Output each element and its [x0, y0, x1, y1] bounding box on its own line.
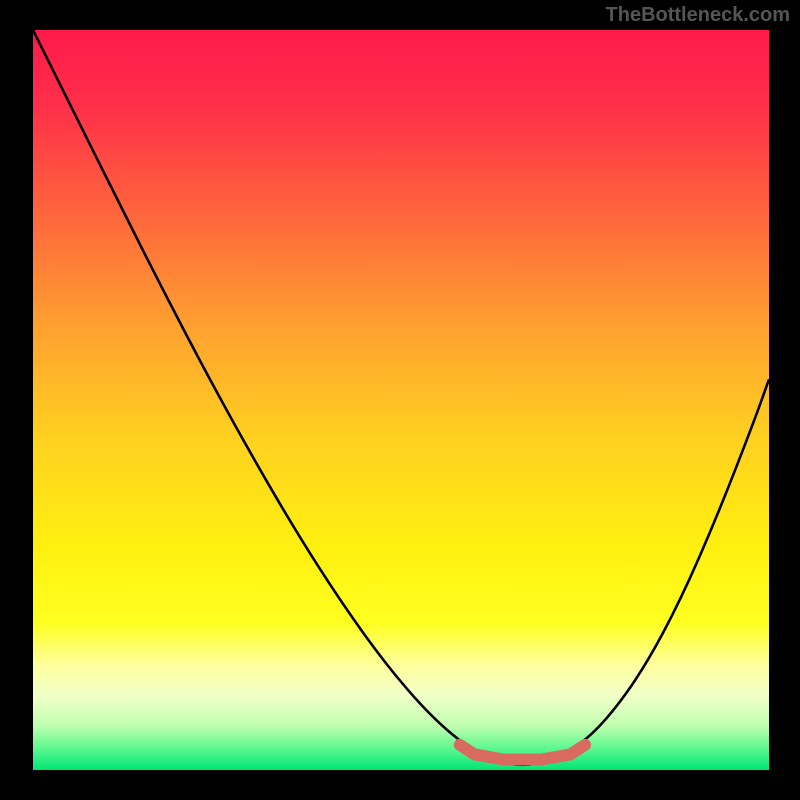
- gradient-background: [33, 30, 769, 770]
- chart-svg: [33, 30, 769, 770]
- plot-area: [33, 30, 769, 770]
- chart-container: TheBottleneck.com: [0, 0, 800, 800]
- attribution-text: TheBottleneck.com: [606, 4, 790, 27]
